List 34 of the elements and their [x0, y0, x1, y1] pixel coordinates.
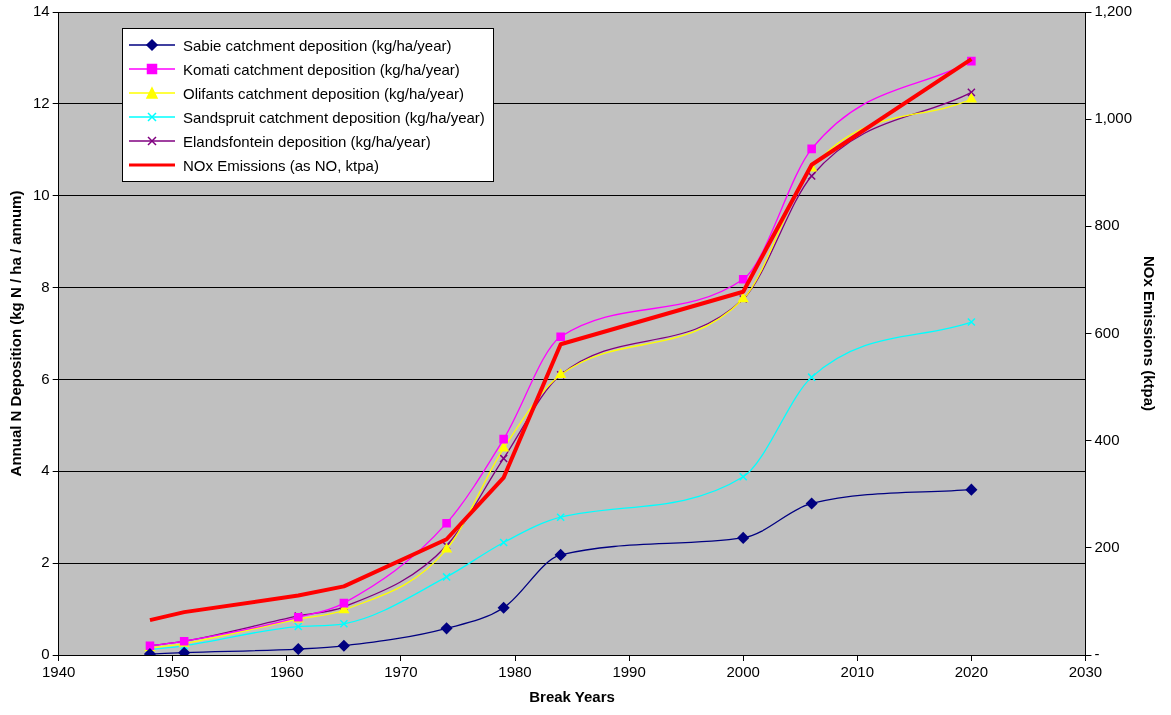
x-tick-label: 1950: [156, 663, 190, 681]
y-tick-label: 10: [33, 185, 50, 203]
x-tick-label: 1990: [612, 663, 646, 681]
x-axis-title: Break Years: [529, 688, 615, 706]
y-tick-label: 4: [41, 461, 50, 479]
y2-tick-label: 400: [1094, 430, 1120, 448]
y2-tick-label: 200: [1094, 537, 1120, 555]
y-tick-label: 12: [33, 94, 50, 111]
y-tick-label: 0: [41, 645, 50, 663]
y2-tick-label: 1,000: [1094, 109, 1133, 127]
x-tick-label: 2010: [840, 663, 874, 681]
y-axis-title: Annual N Deposition (kg N / ha / annum): [7, 190, 25, 477]
legend-label: Elandsfontein deposition (kg/ha/year): [183, 132, 431, 150]
legend-label: Olifants catchment deposition (kg/ha/year): [183, 84, 464, 102]
y-tick-label: 6: [41, 369, 50, 387]
x-tick-label: 1970: [384, 663, 418, 681]
y-tick-label: 2: [41, 553, 50, 571]
x-tick-label: 2020: [954, 663, 989, 681]
x-tick-label: 2000: [726, 663, 760, 681]
legend-label: Sabie catchment deposition (kg/ha/year): [183, 36, 452, 54]
legend-label: Komati catchment deposition (kg/ha/year): [183, 60, 460, 78]
legend-label: NOx Emissions (as NO, ktpa): [183, 156, 379, 174]
x-tick-label: 1980: [498, 663, 532, 681]
x-tick-label: 1940: [42, 663, 76, 681]
legend-label: Sandspruit catchment deposition (kg/ha/year): [183, 108, 485, 126]
y2-tick-label: 600: [1094, 323, 1120, 341]
y2-axis-title: NOx Emissions (ktpa): [1140, 255, 1158, 412]
y2-tick-label: 800: [1094, 216, 1120, 234]
y-tick-label: 14: [33, 2, 50, 20]
x-tick-label: 2030: [1068, 663, 1103, 681]
x-tick-label: 1960: [270, 663, 304, 681]
y2-tick-label: 1,200: [1094, 2, 1133, 20]
y2-tick-label: -: [1094, 645, 1100, 663]
y-tick-label: 8: [41, 277, 50, 295]
